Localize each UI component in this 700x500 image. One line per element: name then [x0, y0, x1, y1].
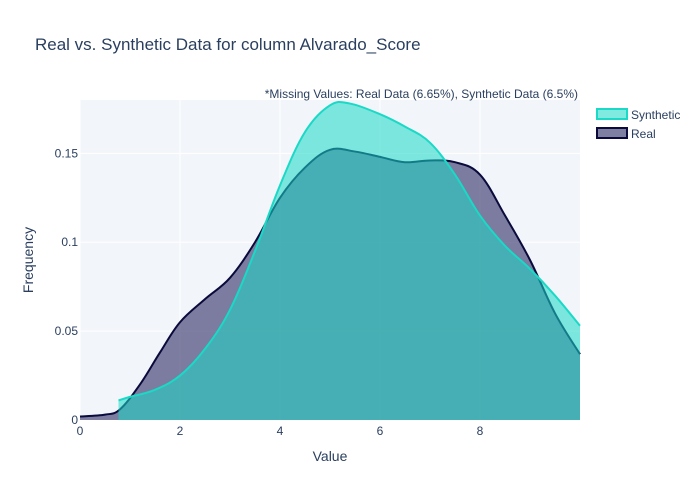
y-tick-label-3: 0.15 [55, 146, 79, 160]
missing-values-annotation: *Missing Values: Real Data (6.65%), Synt… [265, 87, 578, 101]
legend-item-real[interactable]: Real [596, 127, 656, 141]
legend-swatch-real [596, 127, 628, 139]
y-axis-title: Frequency [20, 227, 36, 293]
x-tick-label-1: 2 [177, 424, 184, 438]
y-tick-label-2: 0.1 [61, 235, 78, 249]
x-tick-label-2: 4 [277, 424, 284, 438]
series-layer [79, 100, 581, 421]
x-tick-label-0: 0 [77, 424, 84, 438]
legend-swatch-synthetic [596, 108, 628, 120]
chart-title: Real vs. Synthetic Data for column Alvar… [35, 35, 421, 54]
legend-item-synthetic[interactable]: Synthetic [596, 108, 680, 122]
legend-label-synthetic: Synthetic [631, 108, 680, 122]
legend-label-real: Real [631, 127, 656, 141]
area-fill-synthetic [118, 101, 580, 420]
series-line-synthetic [118, 100, 581, 402]
x-tick-label-3: 6 [377, 424, 384, 438]
x-axis-title: Value [313, 448, 348, 464]
x-tick-labels: 0 2 4 6 8 [77, 424, 484, 438]
y-tick-label-0: 0 [71, 413, 78, 427]
x-tick-label-4: 8 [477, 424, 484, 438]
legend[interactable]: Synthetic Real [596, 108, 680, 141]
y-tick-labels: 0 0.05 0.1 0.15 [55, 146, 79, 427]
y-tick-label-1: 0.05 [55, 324, 79, 338]
